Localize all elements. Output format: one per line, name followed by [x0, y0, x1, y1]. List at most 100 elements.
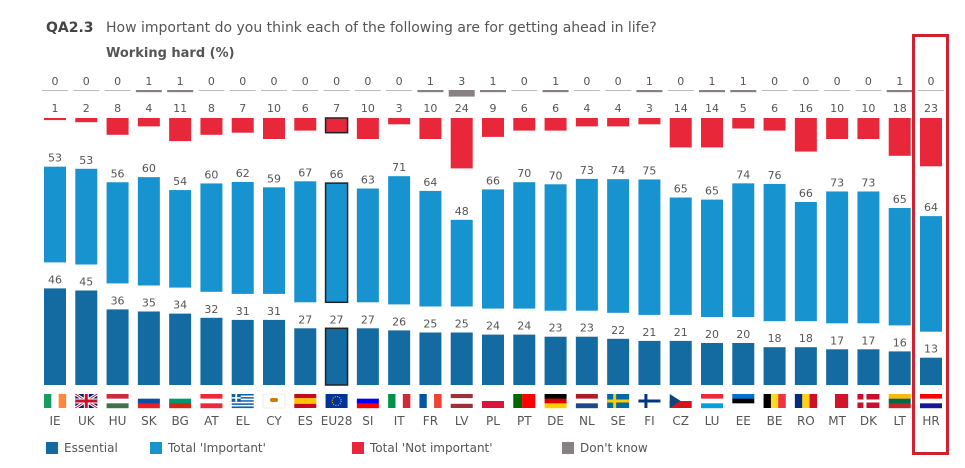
not-important-label: 4 — [583, 102, 590, 115]
not-important-bar — [75, 118, 98, 123]
essential-bar — [200, 317, 223, 385]
not-important-label: 18 — [893, 102, 907, 115]
not-important-bar — [826, 118, 849, 139]
essential-bar — [888, 351, 911, 385]
dont-know-bar — [229, 90, 256, 91]
important-bar — [826, 191, 849, 324]
important-label: 67 — [298, 166, 312, 179]
dont-know-bar — [792, 90, 819, 91]
flag-hr-icon — [920, 394, 942, 409]
not-important-bar — [419, 118, 442, 139]
dont-know-label: 0 — [114, 75, 121, 88]
x-tick-label: SE — [611, 414, 626, 428]
important-label: 54 — [173, 175, 187, 188]
x-tick-label: IT — [394, 414, 406, 428]
not-important-label: 1 — [52, 102, 59, 115]
not-important-label: 14 — [705, 102, 719, 115]
essential-label: 17 — [830, 334, 844, 347]
dont-know-bar — [886, 90, 913, 93]
not-important-label: 4 — [615, 102, 622, 115]
not-important-label: 3 — [396, 102, 403, 115]
not-important-bar — [169, 118, 192, 142]
not-important-bar — [482, 118, 504, 137]
dont-know-label: 1 — [552, 75, 559, 88]
important-bar — [44, 166, 66, 263]
dont-know-bar — [417, 90, 444, 93]
important-label: 73 — [830, 176, 844, 189]
important-bar — [294, 181, 317, 303]
important-label: 73 — [861, 176, 875, 189]
essential-bar — [450, 332, 473, 385]
x-tick-label: BG — [171, 414, 188, 428]
dont-know-bar — [855, 90, 882, 91]
x-tick-label: EE — [736, 414, 751, 428]
flag-ee-icon — [732, 394, 755, 409]
not-important-bar — [44, 118, 66, 121]
flag-lu-icon — [701, 394, 723, 409]
legend-swatch-not-important — [352, 442, 364, 454]
dont-know-bar — [292, 90, 319, 91]
question-code: QA2.3 — [46, 20, 94, 36]
important-bar — [701, 199, 723, 317]
essential-bar — [575, 336, 598, 385]
essential-label: 21 — [642, 326, 656, 339]
important-label: 53 — [79, 154, 93, 167]
important-bar — [920, 216, 942, 332]
flag-cy-icon — [262, 393, 286, 409]
flag-lv-icon — [450, 394, 473, 408]
dont-know-label: 0 — [396, 75, 403, 88]
flag-fr-icon — [419, 394, 442, 408]
not-important-bar — [450, 118, 473, 169]
not-important-bar — [701, 118, 723, 148]
legend-label-not-important: Total 'Not important' — [370, 441, 493, 455]
flag-eu28-icon — [325, 394, 348, 408]
essential-label: 27 — [330, 313, 344, 326]
important-bar — [638, 179, 661, 315]
legend-label-dont-know: Don't know — [580, 441, 648, 455]
not-important-bar — [231, 118, 254, 133]
x-tick-label: MT — [828, 414, 846, 428]
dont-know-bar — [323, 90, 350, 91]
dont-know-bar — [198, 90, 225, 91]
important-bar — [732, 183, 755, 317]
dont-know-label: 1 — [740, 75, 747, 88]
not-important-bar — [388, 118, 411, 125]
important-label: 74 — [736, 168, 750, 181]
essential-bar — [607, 338, 630, 385]
dont-know-bar — [73, 90, 100, 91]
essential-label: 36 — [111, 294, 125, 307]
important-bar — [513, 182, 536, 309]
dont-know-bar — [761, 90, 788, 91]
dont-know-label: 1 — [145, 75, 152, 88]
dont-know-bar — [730, 90, 757, 93]
highlight-box-hr — [912, 34, 949, 455]
important-bar — [419, 190, 442, 307]
dont-know-label: 0 — [834, 75, 841, 88]
important-label: 64 — [924, 201, 938, 214]
dont-know-bar — [448, 90, 475, 97]
dont-know-label: 1 — [646, 75, 653, 88]
x-tick-label: AT — [204, 414, 219, 428]
important-label: 73 — [580, 164, 594, 177]
dont-know-label: 0 — [615, 75, 622, 88]
important-label: 63 — [361, 174, 375, 187]
important-label: 70 — [549, 169, 563, 182]
x-tick-label: PL — [486, 414, 500, 428]
important-label: 60 — [142, 162, 156, 175]
important-bar — [324, 182, 349, 304]
x-tick-label: CY — [266, 414, 282, 428]
x-tick-label: HU — [109, 414, 127, 428]
important-label: 65 — [893, 193, 907, 206]
essential-bar — [356, 328, 379, 385]
dont-know-bar — [354, 90, 381, 91]
x-tick-label: ES — [298, 414, 313, 428]
not-important-bar — [732, 118, 755, 129]
flag-pt-icon — [513, 394, 536, 408]
essential-label: 16 — [893, 336, 907, 349]
dont-know-bar — [636, 90, 663, 93]
legend-label-essential: Essential — [64, 441, 118, 455]
not-important-bar — [638, 118, 661, 125]
not-important-label: 9 — [490, 102, 497, 115]
essential-bar — [388, 330, 411, 385]
important-label: 66 — [330, 168, 344, 181]
